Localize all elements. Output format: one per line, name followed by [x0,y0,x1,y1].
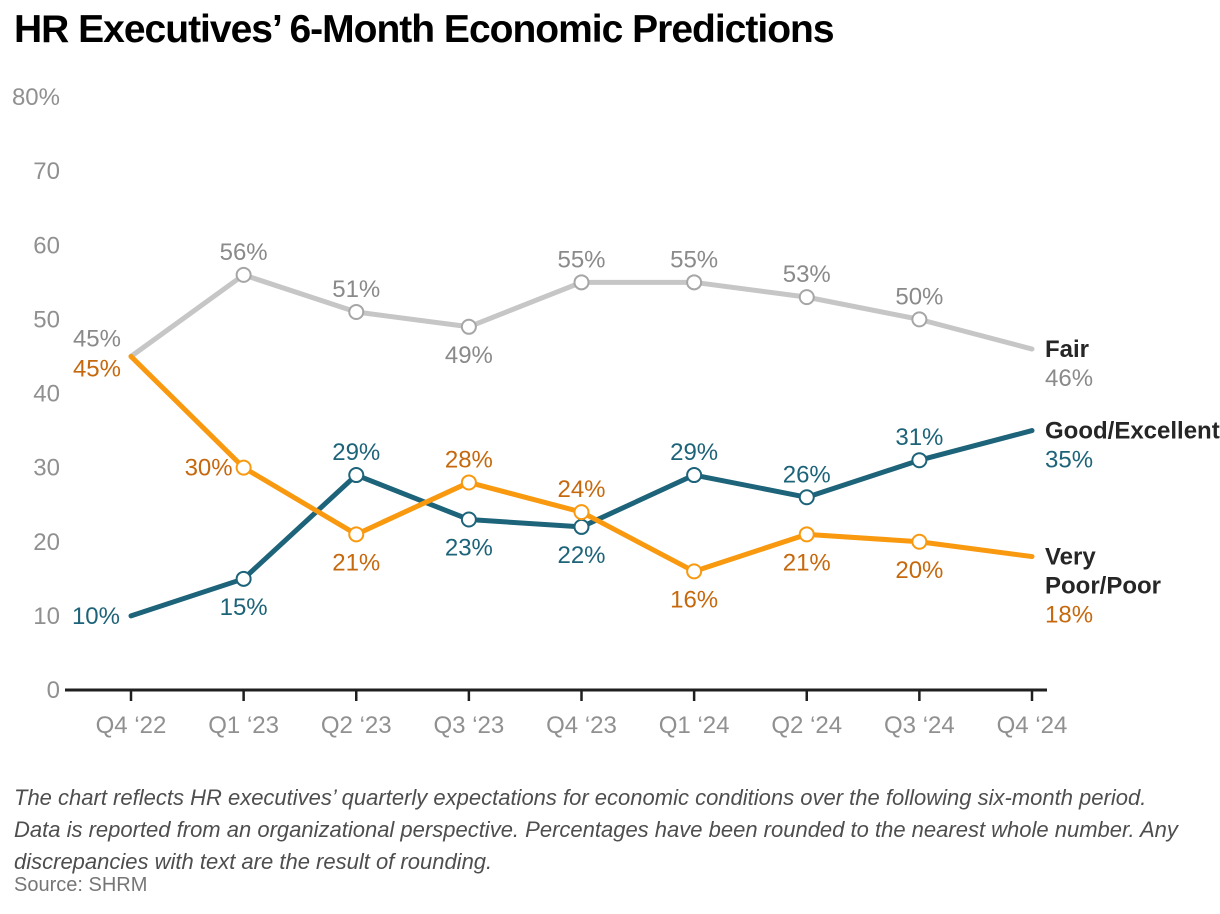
data-point-label-fair: 53% [783,261,831,288]
data-point-label-fair: 49% [445,342,493,369]
y-axis-label: 20 [33,529,60,556]
data-point-marker-very-poor-poor [460,474,477,491]
x-axis-label: Q3 ‘24 [884,712,955,739]
legend-name-very-poor-poor: Very [1045,544,1096,571]
data-point-label-fair: 45% [73,325,121,352]
data-point-marker-very-poor-poor [348,526,365,543]
chart-title: HR Executives’ 6-Month Economic Predicti… [14,8,835,51]
y-axis-label: 60 [33,232,60,259]
data-point-label-very-poor-poor: 28% [445,446,493,473]
data-point-marker-very-poor-poor [911,533,928,550]
data-point-marker-good-excellent [460,511,477,528]
legend-value-very-poor-poor: 18% [1045,602,1093,629]
data-point-marker-very-poor-poor [235,459,252,476]
y-axis-label: 10 [33,603,60,630]
data-point-label-good-excellent: 23% [445,535,493,562]
data-point-marker-good-excellent [911,452,928,469]
data-point-marker-very-poor-poor [573,504,590,521]
data-point-marker-very-poor-poor [686,563,703,580]
series-line-very-poor-poor [128,353,1035,574]
data-point-label-good-excellent: 29% [670,439,718,466]
data-point-marker-good-excellent [686,467,703,484]
x-axis-label: Q1 ‘23 [208,712,279,739]
legend-name-good-excellent: Good/Excellent [1045,418,1220,445]
data-point-marker-good-excellent [235,570,252,587]
data-point-marker-good-excellent [573,518,590,535]
data-point-marker-very-poor-poor [798,526,815,543]
data-point-label-good-excellent: 15% [220,594,268,621]
data-point-marker-fair [235,266,252,283]
chart-source: Source: SHRM [14,874,148,896]
data-point-marker-good-excellent [348,467,365,484]
data-point-marker-fair [798,289,815,306]
data-point-marker-good-excellent [798,489,815,506]
data-point-marker-fair [348,303,365,320]
y-axis-label: 30 [33,455,60,482]
y-axis-label: 80% [12,84,60,111]
x-axis-label: Q4 ‘23 [546,712,617,739]
data-point-label-good-excellent: 31% [895,424,943,451]
y-axis-label: 50 [33,306,60,333]
data-point-marker-fair [911,311,928,328]
data-point-label-fair: 50% [895,283,943,310]
legend-name-very-poor-poor: Poor/Poor [1045,573,1161,600]
y-axis-label: 40 [33,381,60,408]
data-point-label-good-excellent: 26% [783,461,831,488]
data-point-label-very-poor-poor: 30% [185,455,233,482]
data-point-marker-fair [573,274,590,291]
y-axis-label: 70 [33,158,60,185]
data-point-marker-fair [460,318,477,335]
data-point-label-fair: 51% [332,276,380,303]
data-point-label-very-poor-poor: 45% [73,355,121,382]
data-point-label-fair: 55% [670,246,718,273]
data-point-label-very-poor-poor: 24% [557,476,605,503]
data-point-label-good-excellent: 10% [72,603,120,630]
x-axis-label: Q2 ‘24 [771,712,842,739]
x-axis-label: Q3 ‘23 [434,712,505,739]
legend-name-fair: Fair [1045,336,1089,363]
data-point-label-good-excellent: 29% [332,439,380,466]
data-point-label-very-poor-poor: 20% [895,557,943,584]
legend-value-fair: 46% [1045,365,1093,392]
legend-value-good-excellent: 35% [1045,447,1093,474]
data-point-label-very-poor-poor: 16% [670,586,718,613]
data-point-label-fair: 56% [220,239,268,266]
data-point-label-very-poor-poor: 21% [332,549,380,576]
data-point-marker-fair [686,274,703,291]
x-axis-label: Q1 ‘24 [659,712,730,739]
data-point-label-fair: 55% [557,246,605,273]
y-axis-label: 0 [47,677,60,704]
x-axis-label: Q4 ‘24 [997,712,1068,739]
x-axis-label: Q2 ‘23 [321,712,392,739]
x-axis-label: Q4 ‘22 [96,712,167,739]
data-point-label-good-excellent: 22% [557,542,605,569]
chart-footnote: The chart reflects HR executives’ quarte… [14,785,1178,874]
data-point-label-very-poor-poor: 21% [783,549,831,576]
